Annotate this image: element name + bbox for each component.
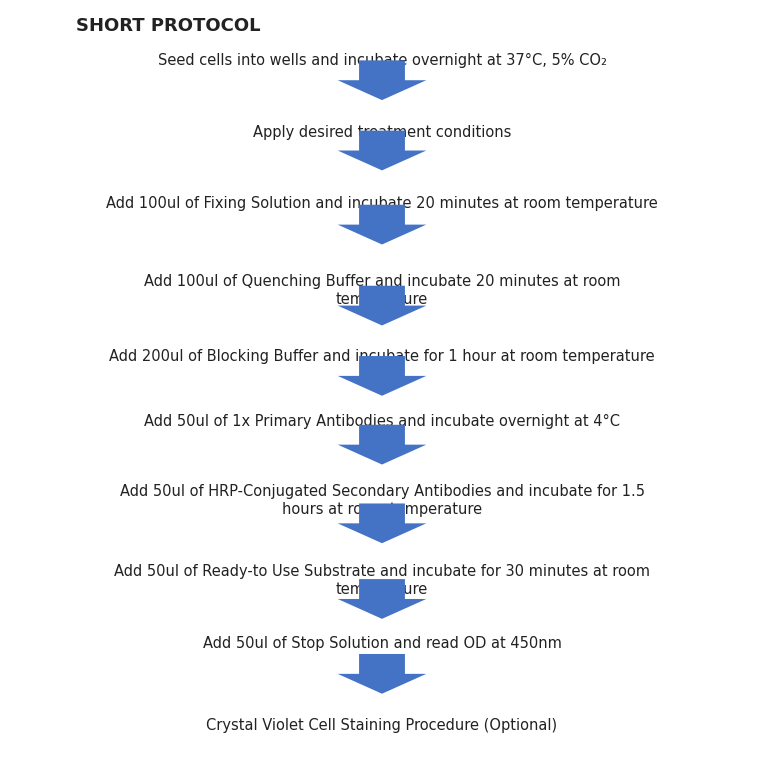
Polygon shape xyxy=(338,425,426,465)
Text: Add 100ul of Fixing Solution and incubate 20 minutes at room temperature: Add 100ul of Fixing Solution and incubat… xyxy=(106,196,658,211)
Text: Add 50ul of HRP-Conjugated Secondary Antibodies and incubate for 1.5
hours at ro: Add 50ul of HRP-Conjugated Secondary Ant… xyxy=(119,484,645,517)
Polygon shape xyxy=(338,579,426,619)
Text: SHORT PROTOCOL: SHORT PROTOCOL xyxy=(76,17,261,35)
Text: Seed cells into wells and incubate overnight at 37°C, 5% CO₂: Seed cells into wells and incubate overn… xyxy=(157,53,607,69)
Text: Add 50ul of Stop Solution and read OD at 450nm: Add 50ul of Stop Solution and read OD at… xyxy=(202,636,562,651)
Text: Add 50ul of Ready-to Use Substrate and incubate for 30 minutes at room
temperatu: Add 50ul of Ready-to Use Substrate and i… xyxy=(114,564,650,597)
Polygon shape xyxy=(338,131,426,170)
Text: Apply des​ired treatment conditions: Apply des​ired treatment conditions xyxy=(253,125,511,141)
Polygon shape xyxy=(338,286,426,325)
Text: Crystal Violet Cell Staining Procedure (Optional): Crystal Violet Cell Staining Procedure (… xyxy=(206,718,558,733)
Polygon shape xyxy=(338,654,426,694)
Polygon shape xyxy=(338,60,426,100)
Text: Add 200ul of Blocking Buffer and incubate for 1 hour at room temperature: Add 200ul of Blocking Buffer and incubat… xyxy=(109,349,655,364)
Text: Add 50ul of 1x Primary Antibodies and incubate overnight at 4°C: Add 50ul of 1x Primary Antibodies and in… xyxy=(144,414,620,429)
Text: Add 100ul of Quenching Buffer and incubate 20 minutes at room
temperature: Add 100ul of Quenching Buffer and incuba… xyxy=(144,274,620,307)
Polygon shape xyxy=(338,356,426,396)
Polygon shape xyxy=(338,503,426,543)
Polygon shape xyxy=(338,205,426,244)
